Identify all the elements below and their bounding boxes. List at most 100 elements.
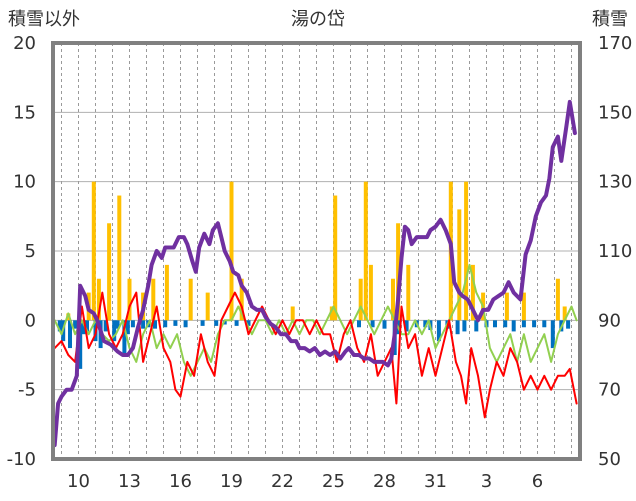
precip-bar xyxy=(357,320,361,328)
precip-bar xyxy=(81,320,86,335)
snowfall-bar xyxy=(368,264,373,321)
precip-bar xyxy=(214,320,219,326)
snowfall-bar xyxy=(188,278,193,321)
right-tick-label: 50 xyxy=(598,449,621,470)
snowfall-bar xyxy=(521,292,526,321)
series-lines xyxy=(52,99,578,448)
left-tick-label: 10 xyxy=(13,172,36,193)
snowfall-bar xyxy=(406,264,411,321)
x-tick-label: 3 xyxy=(481,471,492,492)
snowfall-bar xyxy=(391,278,395,321)
x-axis-ticks: 10 13 16 19 22 25 28 31 3 6 xyxy=(67,471,543,492)
precip-bar xyxy=(163,320,168,328)
x-tick-label: 6 xyxy=(532,471,543,492)
precip-bar xyxy=(115,320,120,329)
right-axis-ticks: 170 150 130 110 90 70 50 xyxy=(598,33,632,470)
precip-bar xyxy=(122,320,127,355)
precip-bar xyxy=(455,320,460,335)
snowfall-bar xyxy=(66,313,71,321)
x-tick-label: 25 xyxy=(322,471,345,492)
left-tick-label: -5 xyxy=(18,380,36,401)
precip-bar xyxy=(183,320,188,328)
precip-bar xyxy=(370,320,375,328)
precip-bar xyxy=(566,320,571,329)
snowfall-bar xyxy=(358,278,363,321)
snowfall-bar xyxy=(239,278,244,321)
precip-bar xyxy=(78,320,83,369)
chart-title: 湯の岱 xyxy=(291,9,345,30)
snow-depth-line xyxy=(52,99,577,448)
snowfall-bar xyxy=(504,292,509,321)
precip-bar xyxy=(423,320,428,328)
snowfall-bar xyxy=(205,292,210,321)
right-axis-label: 積雪 xyxy=(592,9,628,30)
gridlines xyxy=(53,42,580,460)
right-tick-label: 70 xyxy=(598,380,621,401)
snowfall-bar xyxy=(457,209,462,321)
left-tick-label: 20 xyxy=(13,33,36,54)
snowfall-bar xyxy=(333,195,338,321)
right-tick-label: 170 xyxy=(598,33,632,54)
x-tick-label: 13 xyxy=(118,471,141,492)
snowfall-bar xyxy=(151,278,156,321)
precip-bar xyxy=(68,320,72,349)
snowfall-bar xyxy=(470,264,475,321)
right-tick-label: 90 xyxy=(598,310,621,331)
left-axis-ticks: 20 15 10 5 0 -5 -10 xyxy=(7,33,36,470)
precip-bar xyxy=(382,320,387,329)
snowfall-bar xyxy=(396,223,401,321)
snowfall-bar xyxy=(96,278,101,321)
x-tick-label: 22 xyxy=(271,471,294,492)
x-tick-label: 28 xyxy=(373,471,396,492)
snowfall-bar xyxy=(363,181,368,321)
left-tick-label: 0 xyxy=(25,310,36,331)
precip-bar xyxy=(85,320,89,332)
snowfall-bar xyxy=(91,181,96,321)
snowfall-bar xyxy=(229,181,234,321)
precip-bar xyxy=(57,320,62,332)
left-tick-label: -10 xyxy=(7,449,36,470)
right-tick-label: 130 xyxy=(598,172,632,193)
precip-bar xyxy=(521,320,526,328)
precip-bar xyxy=(404,320,409,332)
x-tick-label: 31 xyxy=(424,471,447,492)
precip-bar xyxy=(200,320,205,326)
left-tick-label: 15 xyxy=(13,102,36,123)
precip-bar xyxy=(173,320,178,326)
x-tick-label: 16 xyxy=(169,471,192,492)
snowfall-bar xyxy=(555,278,560,321)
x-tick-label: 19 xyxy=(220,471,243,492)
precip-bar xyxy=(103,320,108,332)
temp-min-line xyxy=(53,263,578,377)
snowfall-bar xyxy=(117,195,122,321)
left-tick-label: 5 xyxy=(25,241,36,262)
right-tick-label: 110 xyxy=(598,241,632,262)
x-tick-label: 10 xyxy=(67,471,90,492)
precip-bar xyxy=(112,320,117,342)
precip-bar xyxy=(130,320,135,328)
precip-bar xyxy=(511,320,516,332)
snowfall-bar xyxy=(464,181,469,321)
snowfall-bar xyxy=(107,223,112,321)
precip-bar xyxy=(550,320,555,349)
precip-bar xyxy=(503,320,508,328)
plot-frame xyxy=(51,41,582,461)
snowfall-bar xyxy=(562,306,567,321)
precip-bar xyxy=(493,320,497,328)
precip-bar xyxy=(141,320,146,329)
precip-bar xyxy=(153,320,157,329)
snowfall-bar xyxy=(127,278,132,321)
left-axis-label: 積雪以外 xyxy=(8,9,80,30)
snowfall-bar xyxy=(290,306,295,321)
precip-bar xyxy=(474,320,479,332)
precip-bar xyxy=(436,320,441,342)
precip-bar xyxy=(246,320,251,326)
precip-bar xyxy=(234,320,239,326)
right-tick-label: 150 xyxy=(598,102,632,123)
snowfall-bar xyxy=(164,264,169,321)
precip-bar xyxy=(125,320,130,335)
precip-bar xyxy=(532,320,537,328)
precip-bar xyxy=(73,320,78,329)
precip-bar xyxy=(462,320,467,332)
